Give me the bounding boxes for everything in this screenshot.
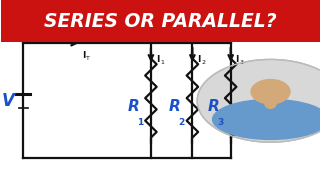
Ellipse shape	[264, 97, 277, 109]
FancyBboxPatch shape	[1, 0, 320, 42]
Text: 3: 3	[240, 60, 244, 65]
Text: V: V	[2, 92, 14, 110]
Text: I: I	[82, 51, 86, 60]
Text: SERIES OR PARALLEL?: SERIES OR PARALLEL?	[44, 12, 277, 31]
Text: I: I	[156, 55, 159, 64]
Text: 1: 1	[160, 60, 164, 65]
Ellipse shape	[212, 99, 320, 140]
Text: 1: 1	[137, 118, 143, 127]
Text: I: I	[197, 55, 201, 64]
Text: I: I	[236, 55, 239, 64]
Text: R: R	[127, 99, 139, 114]
Text: R: R	[207, 99, 219, 114]
Text: T: T	[86, 56, 90, 61]
Ellipse shape	[250, 79, 291, 105]
Text: 3: 3	[217, 118, 223, 127]
Text: 2: 2	[179, 118, 185, 127]
Text: R: R	[169, 99, 181, 114]
Circle shape	[197, 59, 320, 142]
Text: 2: 2	[201, 60, 205, 65]
